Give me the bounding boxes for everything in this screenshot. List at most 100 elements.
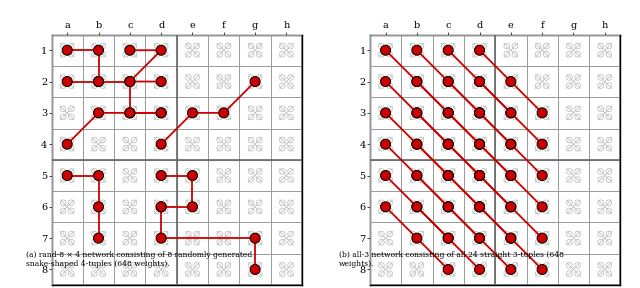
Circle shape (443, 170, 453, 181)
Circle shape (125, 45, 135, 55)
Circle shape (506, 139, 516, 149)
Circle shape (381, 45, 390, 55)
Circle shape (506, 233, 516, 243)
Circle shape (474, 108, 484, 118)
Circle shape (156, 108, 166, 118)
Circle shape (474, 45, 484, 55)
Circle shape (443, 108, 453, 118)
Circle shape (474, 139, 484, 149)
Circle shape (412, 170, 422, 181)
Circle shape (506, 264, 516, 274)
Circle shape (506, 108, 516, 118)
Circle shape (443, 233, 453, 243)
Circle shape (156, 139, 166, 149)
Circle shape (474, 264, 484, 274)
Circle shape (62, 170, 72, 181)
Circle shape (93, 77, 104, 87)
Circle shape (474, 139, 484, 149)
Text: (a) rand-8 × 4 network consisting of 8 randomly generated
snake-shaped 4-tuples : (a) rand-8 × 4 network consisting of 8 r… (26, 251, 252, 268)
Circle shape (506, 108, 516, 118)
Circle shape (474, 170, 484, 181)
Circle shape (443, 108, 453, 118)
Circle shape (443, 170, 453, 181)
Circle shape (412, 202, 422, 212)
Circle shape (537, 139, 547, 149)
Circle shape (62, 139, 72, 149)
Circle shape (93, 202, 104, 212)
Circle shape (93, 77, 104, 87)
Circle shape (156, 45, 166, 55)
Circle shape (188, 108, 198, 118)
Circle shape (474, 77, 484, 87)
Circle shape (506, 202, 516, 212)
Circle shape (62, 77, 72, 87)
Circle shape (537, 233, 547, 243)
Circle shape (474, 108, 484, 118)
Circle shape (125, 77, 135, 87)
Circle shape (506, 170, 516, 181)
Circle shape (537, 108, 547, 118)
Circle shape (474, 202, 484, 212)
Circle shape (474, 202, 484, 212)
Circle shape (474, 108, 484, 118)
Circle shape (412, 108, 422, 118)
Circle shape (537, 170, 547, 181)
Circle shape (474, 139, 484, 149)
Circle shape (62, 45, 72, 55)
Circle shape (156, 77, 166, 87)
Circle shape (443, 77, 453, 87)
Circle shape (250, 77, 260, 87)
Circle shape (443, 202, 453, 212)
Circle shape (537, 202, 547, 212)
Circle shape (443, 139, 453, 149)
Circle shape (443, 202, 453, 212)
Circle shape (125, 77, 135, 87)
Circle shape (506, 202, 516, 212)
Circle shape (250, 233, 260, 243)
Circle shape (443, 108, 453, 118)
Circle shape (506, 233, 516, 243)
Circle shape (381, 202, 390, 212)
Circle shape (412, 202, 422, 212)
Circle shape (443, 45, 453, 55)
Circle shape (474, 77, 484, 87)
Circle shape (443, 170, 453, 181)
Circle shape (188, 170, 198, 181)
Circle shape (443, 139, 453, 149)
Circle shape (250, 264, 260, 274)
Circle shape (412, 108, 422, 118)
Circle shape (156, 202, 166, 212)
Circle shape (219, 108, 229, 118)
Circle shape (156, 202, 166, 212)
Circle shape (443, 139, 453, 149)
Circle shape (381, 139, 390, 149)
Circle shape (443, 77, 453, 87)
Circle shape (156, 108, 166, 118)
Circle shape (381, 77, 390, 87)
Circle shape (125, 108, 135, 118)
Circle shape (93, 108, 104, 118)
Circle shape (443, 233, 453, 243)
Circle shape (506, 77, 516, 87)
Circle shape (474, 170, 484, 181)
Circle shape (474, 233, 484, 243)
Circle shape (412, 233, 422, 243)
Circle shape (93, 45, 104, 55)
Circle shape (506, 170, 516, 181)
Circle shape (188, 202, 198, 212)
Circle shape (443, 264, 453, 274)
Circle shape (443, 202, 453, 212)
Text: (b) all-3 network consisting of all 24 straight 3-tuples (648
weights).: (b) all-3 network consisting of all 24 s… (339, 251, 564, 268)
Circle shape (93, 233, 104, 243)
Circle shape (125, 108, 135, 118)
Circle shape (412, 77, 422, 87)
Circle shape (537, 264, 547, 274)
Circle shape (381, 170, 390, 181)
Circle shape (474, 233, 484, 243)
Circle shape (156, 170, 166, 181)
Circle shape (156, 233, 166, 243)
Circle shape (412, 45, 422, 55)
Circle shape (474, 202, 484, 212)
Circle shape (412, 170, 422, 181)
Circle shape (474, 170, 484, 181)
